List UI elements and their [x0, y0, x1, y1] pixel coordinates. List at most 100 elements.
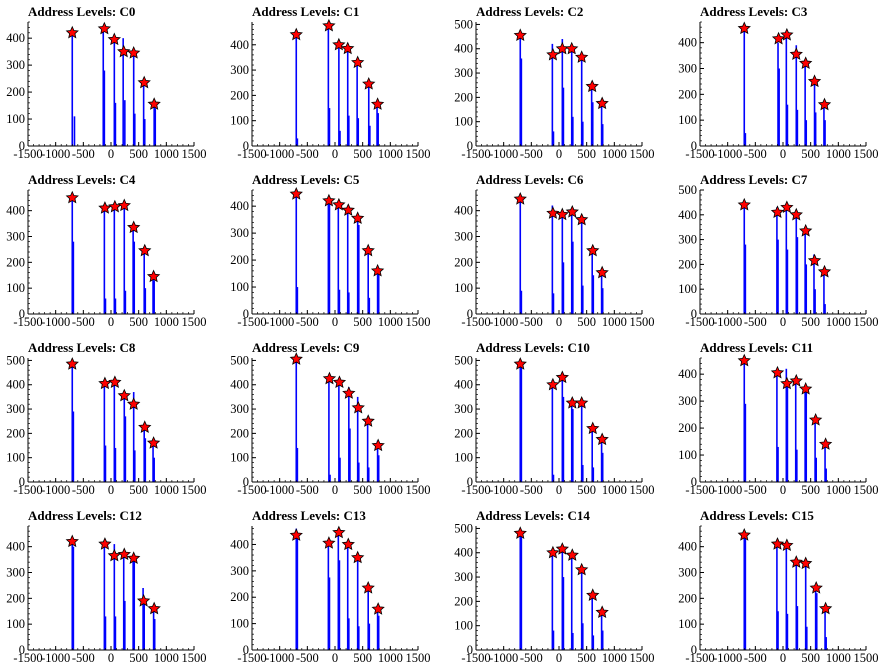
y-tick-label: 100 [678, 282, 697, 296]
x-tick-label: 1000 [826, 483, 851, 497]
x-tick-label: -1000 [713, 483, 742, 497]
y-tick-label: 200 [6, 255, 25, 269]
y-tick-label: 200 [678, 87, 697, 101]
x-tick-label: -500 [520, 483, 543, 497]
chart-panel: Address Levels: C9 0 100 200 300 400 500 -1500-… [224, 336, 448, 504]
x-tick-label: 0 [332, 315, 338, 329]
peak-marker [351, 55, 365, 69]
chart-panel: Address Levels: C13 0 100 200 300 400 -1500 -10… [224, 504, 448, 672]
x-tick-label: -1000 [265, 147, 294, 161]
peak-marker [770, 365, 785, 379]
x-tick-label: -1500 [461, 483, 490, 497]
y-tick-label: 400 [678, 367, 697, 381]
x-tick-label: -1000 [41, 315, 70, 329]
peak-marker [332, 525, 346, 539]
y-tick-label: 0 [243, 139, 249, 153]
chart-title: Address Levels: C0 [28, 4, 136, 19]
y-tick-label: 100 [230, 280, 249, 294]
peak-marker [65, 534, 79, 548]
peak-marker [799, 223, 813, 237]
x-tick-label: -1500 [685, 483, 714, 497]
peak-marker [362, 77, 376, 90]
x-tick-label: -1000 [265, 651, 294, 665]
y-tick-label: 400 [454, 204, 473, 218]
x-tick-label: 0 [332, 147, 338, 161]
y-tick-label: 300 [678, 566, 697, 580]
x-tick-label: 500 [353, 147, 372, 161]
peak-marker [799, 56, 813, 69]
x-tick-label: -1000 [41, 483, 70, 497]
peak-marker [780, 376, 794, 390]
peak-marker [147, 601, 161, 615]
x-tick-label: 1000 [602, 147, 627, 161]
peak-marker [289, 528, 303, 541]
y-tick-label: 400 [230, 537, 249, 551]
chart-title: Address Levels: C8 [28, 340, 136, 355]
peak-marker [817, 264, 832, 278]
y-tick-label: 500 [454, 353, 473, 367]
x-tick-label: -1500 [13, 315, 42, 329]
y-tick-label: 100 [230, 451, 249, 465]
peak-marker [137, 75, 151, 89]
chart-panel: Address Levels: C8 0 100 200 300 400 500 -1500-… [0, 336, 224, 504]
chart-panel: Address Levels: C10 0 100 200 300 400 500 -1500… [448, 336, 672, 504]
y-tick-label: 300 [230, 564, 249, 578]
chart-plot: 0 100 200 300 400 500 -1500-1000 -500 0 500 1000 15… [678, 183, 878, 329]
y-tick-label: 300 [230, 226, 249, 240]
peak-marker [546, 377, 560, 391]
y-tick-label: 400 [6, 31, 25, 45]
chart-title: Address Levels: C12 [28, 508, 142, 523]
x-tick-label: -1500 [461, 315, 490, 329]
chart-title: Address Levels: C10 [476, 340, 590, 355]
x-tick-label: -1000 [489, 315, 518, 329]
chart-title: Address Levels: C1 [252, 4, 360, 19]
chart-title: Address Levels: C13 [252, 508, 366, 523]
chart-plot: 0 100 200 300 400 500 -1500-1000 -500 0 500 1000 15… [454, 353, 654, 497]
x-tick-label: 1500 [182, 483, 207, 497]
peak-marker [565, 204, 579, 218]
peak-marker [98, 201, 112, 214]
peak-marker [289, 352, 303, 365]
y-tick-label: 100 [678, 617, 697, 631]
peak-marker [817, 97, 832, 111]
y-tick-label: 400 [230, 199, 249, 213]
y-tick-label: 300 [678, 62, 697, 76]
peak-marker [513, 28, 527, 42]
x-tick-label: -1000 [489, 147, 518, 161]
x-tick-label: -500 [72, 651, 95, 665]
x-tick-label: 0 [108, 147, 114, 161]
y-tick-label: 0 [19, 139, 25, 153]
chart-plot: 0 100 200 300 400 -1500-1000 -500 0 500 1000 1500 [454, 189, 655, 329]
x-tick-label: 0 [556, 651, 562, 665]
chart-title: Address Levels: C14 [476, 508, 590, 523]
y-tick-label: 300 [6, 230, 25, 244]
y-tick-label: 400 [454, 42, 473, 56]
y-tick-label: 0 [19, 475, 25, 489]
y-tick-label: 500 [454, 17, 473, 31]
x-tick-label: 1000 [154, 147, 179, 161]
y-tick-label: 400 [454, 546, 473, 560]
peak-marker [565, 395, 579, 409]
peak-marker [371, 438, 385, 452]
peak-marker [575, 395, 589, 409]
y-tick-label: 300 [454, 402, 473, 416]
peak-marker [513, 526, 527, 539]
y-tick-label: 0 [691, 475, 697, 489]
x-tick-label: 1500 [630, 147, 655, 161]
x-tick-label: -1500 [461, 651, 490, 665]
x-tick-label: 1000 [826, 147, 851, 161]
x-tick-label: 1000 [602, 651, 627, 665]
x-tick-label: 1500 [406, 651, 431, 665]
x-tick-label: -1000 [713, 315, 742, 329]
peak-marker [127, 220, 141, 234]
peak-marker [818, 601, 833, 615]
y-tick-label: 100 [6, 451, 25, 465]
x-tick-label: 1000 [154, 651, 179, 665]
x-tick-label: -1500 [13, 147, 42, 161]
peak-marker [565, 41, 579, 55]
x-tick-label: -1000 [713, 147, 742, 161]
x-tick-label: 0 [556, 483, 562, 497]
peak-marker [108, 199, 122, 213]
peak-marker [555, 41, 569, 55]
y-tick-label: 100 [6, 281, 25, 295]
